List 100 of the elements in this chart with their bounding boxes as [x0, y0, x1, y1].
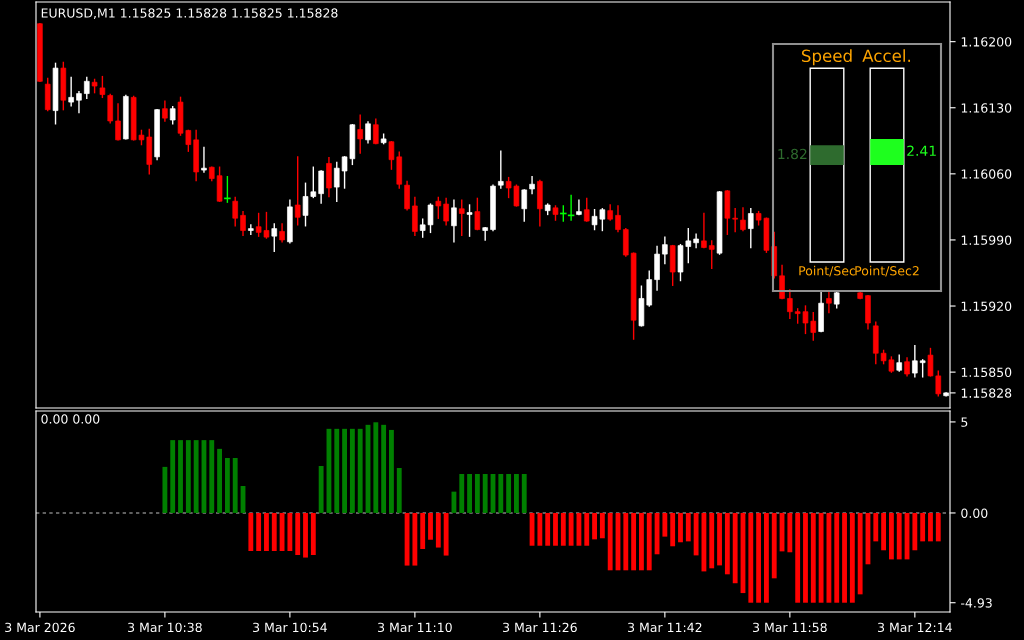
bar: [912, 512, 918, 551]
candlestick: [576, 199, 582, 216]
candlestick: [701, 212, 707, 249]
bar: [342, 428, 347, 513]
bar: [607, 512, 613, 571]
bar: [467, 473, 472, 513]
candlestick: [248, 224, 254, 235]
candlestick: [357, 114, 363, 154]
bar: [420, 512, 426, 550]
bar: [506, 473, 512, 513]
bar: [639, 512, 644, 571]
bar: [357, 428, 363, 513]
bar: [443, 512, 449, 556]
y-tick-label: 1.16060: [961, 169, 1012, 179]
candlestick: [583, 197, 590, 222]
candlestick: [474, 197, 481, 231]
bar: [248, 512, 254, 552]
bar: [646, 512, 652, 571]
bar: [849, 512, 855, 603]
category-label: Speed: [801, 49, 852, 66]
bar: [373, 422, 379, 513]
bar: [568, 512, 574, 546]
candlestick: [115, 103, 121, 141]
bar: [818, 512, 824, 603]
candlestick: [748, 208, 754, 249]
bar: [771, 512, 777, 579]
bar: [287, 512, 293, 552]
bar: [842, 512, 847, 603]
bar: [232, 457, 238, 513]
candlestick: [333, 161, 340, 202]
category-label: Accel.: [862, 49, 911, 63]
y-tick-label: 1.15920: [961, 301, 1012, 311]
bar: [224, 457, 230, 513]
chart-title: 0.00 0.00: [41, 414, 100, 424]
bar: [795, 512, 801, 603]
bar: [170, 440, 176, 513]
candlestick: [294, 156, 301, 226]
y-tick-label: 0.00: [961, 508, 988, 518]
bar: [920, 512, 926, 542]
candlestick: [912, 344, 918, 378]
y-tick-label: 1.15990: [961, 235, 1012, 245]
bar: [717, 512, 722, 566]
bar: [896, 512, 902, 560]
bar: [264, 512, 269, 552]
bar: [428, 512, 433, 540]
bar: [685, 512, 691, 542]
bar: [623, 512, 629, 571]
bar: [334, 428, 340, 513]
bar: [560, 512, 566, 546]
bar: [810, 512, 816, 603]
candlestick: [466, 204, 473, 237]
bar: [303, 512, 308, 558]
x-tick-label: 3 Mar 11:58: [753, 622, 827, 633]
y-tick-label: -4.93: [961, 598, 992, 608]
candlestick: [240, 210, 246, 236]
y-tick-label: 1.16200: [961, 37, 1012, 47]
candlestick: [68, 76, 74, 107]
bar: [193, 440, 199, 513]
bar: [803, 512, 808, 603]
y-tick-label: 1.15850: [961, 367, 1012, 378]
x-tick-label: 3 Mar 10:54: [253, 622, 327, 633]
chart-title: EURUSD,M1 1.15825 1.15828 1.15825 1.15828: [41, 8, 338, 20]
bar: [537, 512, 543, 546]
candlestick: [443, 197, 449, 226]
bar: [787, 512, 793, 553]
bar: [514, 473, 519, 513]
candlestick: [826, 291, 832, 314]
candlestick: [732, 208, 738, 233]
bar: [185, 440, 191, 513]
bar: [857, 512, 863, 595]
candlestick: [451, 199, 457, 243]
bar: [389, 429, 394, 513]
x-tick-label: 3 Mar 11:10: [378, 622, 452, 633]
bar: [834, 512, 840, 603]
bar: [724, 512, 730, 575]
bar: [295, 512, 301, 556]
bar: [349, 428, 355, 513]
bar: [826, 512, 832, 603]
candlestick: [529, 175, 535, 195]
bar: [592, 512, 597, 540]
bar: [732, 512, 738, 584]
candlestick: [318, 170, 324, 204]
y-tick-label: 1.16130: [961, 103, 1012, 113]
bar: [521, 473, 527, 513]
candlestick: [740, 207, 746, 232]
bar: [670, 512, 676, 547]
data-label: 2.41: [907, 145, 936, 156]
bar: [631, 512, 637, 571]
candlestick: [232, 196, 238, 227]
candlestick: [779, 264, 785, 300]
candlestick: [76, 91, 82, 114]
bar: [545, 512, 551, 546]
bar: [756, 512, 762, 603]
candlestick: [84, 76, 90, 100]
bar: [435, 512, 441, 548]
bar: [162, 466, 168, 513]
x-tick-label: 3 Mar 10:38: [128, 622, 202, 633]
x-tick-label: 3 Mar 11:26: [503, 622, 577, 633]
bar: [693, 512, 699, 556]
annotation: Point/Sec2: [855, 265, 919, 277]
